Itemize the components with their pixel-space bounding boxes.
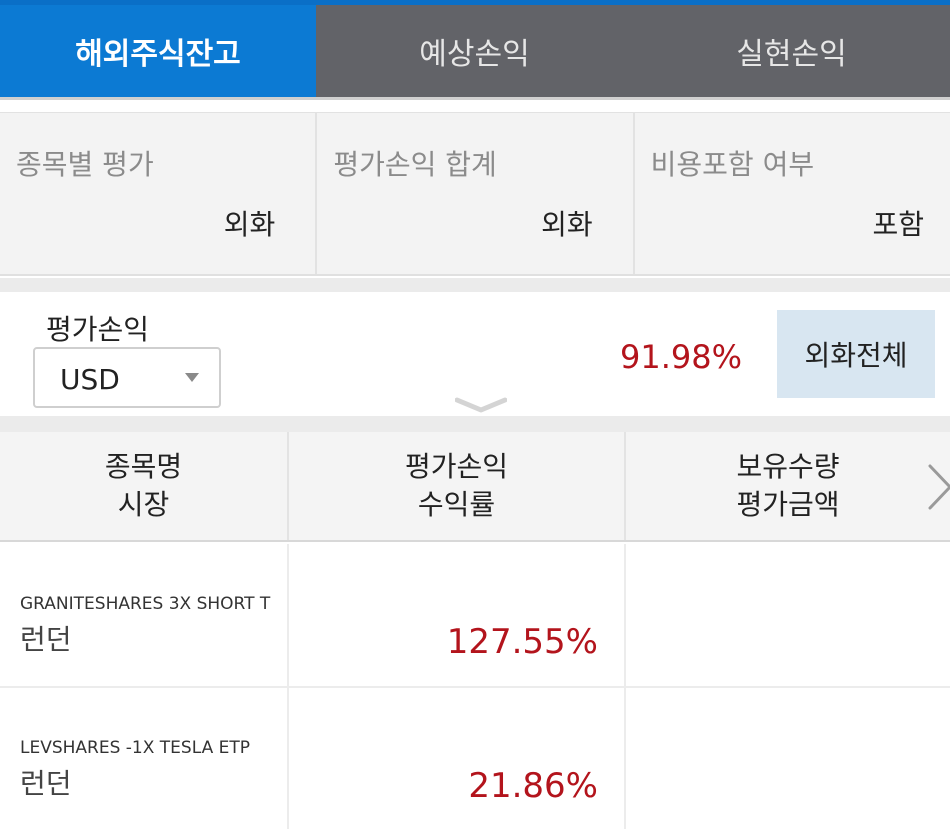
settings-panel: 종목별 평가 외화 평가손익 합계 외화 비용포함 여부 포함 xyxy=(0,112,950,276)
table-row[interactable]: GRANITESHARES 3X SHORT T 런던 127.55% xyxy=(0,544,950,688)
header-line: 평가손익 xyxy=(404,450,509,483)
profit-loss-label: 평가손익 xyxy=(46,313,150,346)
profit-return-cell: 21.86% xyxy=(289,688,626,829)
header-line: 종목명 xyxy=(104,450,183,483)
tab-overseas-stock-balance[interactable]: 해외주식잔고 xyxy=(0,5,316,97)
total-return-rate: 91.98% xyxy=(619,338,742,376)
market-name: 런던 xyxy=(20,623,72,656)
tab-expected-profit-loss[interactable]: 예상손익 xyxy=(316,5,633,97)
return-rate: 127.55% xyxy=(446,622,598,662)
caret-down-icon xyxy=(185,373,199,382)
setting-value: 외화 xyxy=(541,208,593,241)
tab-divider xyxy=(0,97,950,100)
chevron-right-icon[interactable] xyxy=(924,462,950,512)
table-header: 종목명 시장 평가손익 수익률 보유수량 평가금액 xyxy=(0,432,950,542)
column-header-profit-return[interactable]: 평가손익 수익률 xyxy=(289,432,626,540)
quantity-value-cell xyxy=(626,688,950,829)
return-rate: 21.86% xyxy=(468,766,598,806)
tab-realized-profit-loss[interactable]: 실현손익 xyxy=(633,5,950,97)
header-line: 수익률 xyxy=(417,488,496,521)
profit-return-cell: 127.55% xyxy=(289,544,626,686)
setting-label: 비용포함 여부 xyxy=(650,148,815,181)
setting-label: 평가손익 합계 xyxy=(333,148,497,181)
setting-value: 포함 xyxy=(872,208,924,241)
stock-name: GRANITESHARES 3X SHORT T xyxy=(20,594,271,614)
chevron-down-icon[interactable] xyxy=(455,396,507,414)
currency-value: USD xyxy=(60,363,120,396)
header-line: 보유수량 xyxy=(736,450,840,483)
stock-name: LEVSHARES -1X TESLA ETP xyxy=(20,738,250,758)
currency-select[interactable]: USD xyxy=(33,347,221,408)
setting-value: 외화 xyxy=(223,208,276,241)
header-line: 시장 xyxy=(117,488,170,521)
column-header-quantity-value[interactable]: 보유수량 평가금액 xyxy=(626,432,950,540)
header-line: 평가금액 xyxy=(736,488,840,521)
column-header-name-market[interactable]: 종목명 시장 xyxy=(0,432,289,540)
market-name: 런던 xyxy=(20,767,72,800)
section-divider xyxy=(0,278,950,292)
all-foreign-currency-button[interactable]: 외화전체 xyxy=(777,310,935,398)
quantity-value-cell xyxy=(626,544,950,686)
name-market-cell: LEVSHARES -1X TESLA ETP 런던 xyxy=(0,688,289,829)
name-market-cell: GRANITESHARES 3X SHORT T 런던 xyxy=(0,544,289,686)
summary-panel: 평가손익 USD 91.98% 외화전체 xyxy=(0,292,950,416)
table-row[interactable]: LEVSHARES -1X TESLA ETP 런던 21.86% xyxy=(0,688,950,829)
setting-per-stock-valuation[interactable]: 종목별 평가 외화 xyxy=(0,113,318,274)
setting-total-valuation[interactable]: 평가손익 합계 외화 xyxy=(317,113,635,274)
section-divider xyxy=(0,416,950,432)
setting-include-fees[interactable]: 비용포함 여부 포함 xyxy=(635,113,950,274)
top-tab-bar: 해외주식잔고 예상손익 실현손익 xyxy=(0,0,950,97)
setting-label: 종목별 평가 xyxy=(16,148,154,181)
